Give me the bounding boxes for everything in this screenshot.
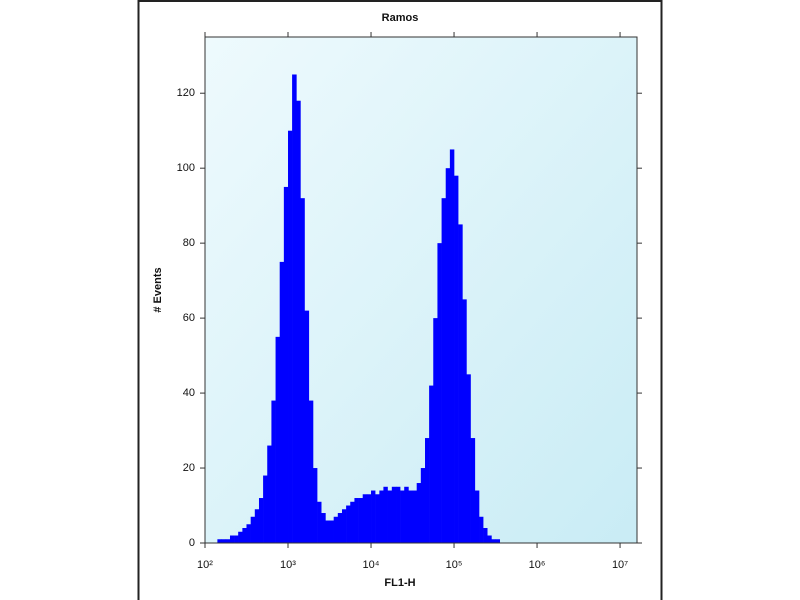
bar [470,438,476,543]
bar [225,539,231,543]
bar [479,516,484,543]
bar [474,490,480,543]
bar [429,385,434,543]
bar [400,490,405,543]
y-tick-label: 0 [189,537,195,549]
bar [396,486,401,543]
histogram-bars [217,74,501,544]
bar [263,475,268,543]
bar [313,468,318,543]
bar [416,483,422,543]
x-tick-label: 10⁵ [446,559,463,571]
bar [483,528,488,543]
bar [267,445,272,543]
bar [321,513,326,543]
bar [229,535,235,543]
bar [350,501,355,543]
y-tick-label: 60 [183,312,195,324]
y-tick-label: 40 [183,387,195,399]
x-tick-label: 10² [197,559,213,571]
bar [346,505,351,543]
bar [445,168,451,543]
bar [242,528,247,543]
bar [341,509,347,543]
bar [466,374,471,543]
y-tick-label: 80 [183,237,195,249]
bar [304,310,310,543]
bar [441,198,447,544]
bar [404,486,409,543]
bar [271,400,276,543]
bar [329,520,334,543]
y-tick-label: 100 [177,162,195,174]
bar [491,539,496,543]
bar [292,74,297,544]
x-tick-label: 10⁴ [363,559,380,571]
bar [275,336,280,543]
bar [379,490,384,543]
bar [366,494,372,543]
y-tick-label: 20 [183,462,195,474]
bar [375,494,380,543]
bar [238,531,243,543]
bar [437,243,442,544]
bar [458,224,463,543]
bar [487,535,492,543]
bar [387,490,393,543]
bar [258,498,264,543]
bar [325,520,330,543]
bar [454,175,459,543]
bar [433,318,438,543]
bar [354,498,359,543]
y-tick-label: 120 [177,87,195,99]
bar [391,486,397,543]
bar [495,539,501,543]
bar [254,509,260,543]
bar [408,490,413,543]
bar [462,299,467,543]
chart-title: Ramos [382,12,419,24]
bar [288,130,293,543]
bar [383,486,388,543]
bar [217,539,222,543]
bar [420,468,426,543]
x-tick-label: 10³ [280,559,296,571]
bar [300,198,305,544]
bar [362,494,368,543]
x-axis-label: FL1-H [384,577,415,589]
bar [246,524,251,543]
bar [449,149,455,543]
bar [279,261,285,543]
x-tick-label: 10⁶ [529,559,546,571]
y-axis-label: # Events [152,267,164,312]
x-tick-label: 10⁷ [612,559,628,571]
bar [371,490,376,543]
plot-border [204,36,638,544]
bar [425,438,430,543]
bar [283,186,289,544]
bar [234,535,239,543]
bar [317,501,322,543]
bar [250,516,256,543]
bar [296,100,301,544]
bar [358,498,364,543]
bar [333,516,339,543]
bar [412,490,417,543]
bar [337,513,343,543]
bar [221,539,227,543]
bar [308,400,314,543]
